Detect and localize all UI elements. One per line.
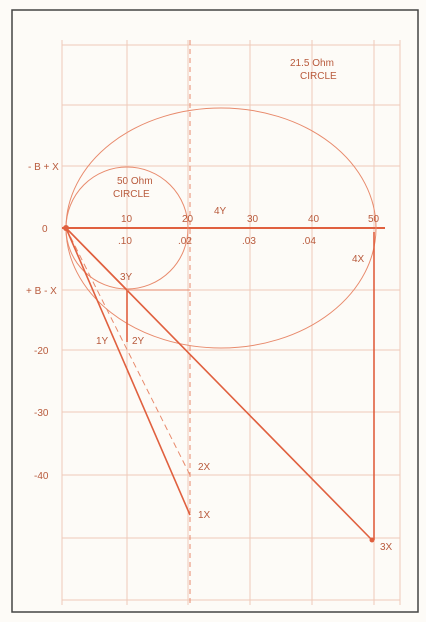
point-label: 2Y: [132, 336, 145, 347]
point-label: 2X: [198, 462, 211, 473]
label: 21.5 Ohm: [290, 58, 334, 69]
y-label: -30: [34, 408, 49, 419]
label: CIRCLE: [300, 71, 337, 82]
point-label: 3Y: [120, 272, 133, 283]
y-label: + B - X: [26, 286, 57, 297]
line-3y: [65, 227, 128, 291]
x-label: .03: [242, 236, 256, 247]
label: 50 Ohm: [117, 176, 153, 187]
line-1x: [65, 227, 191, 516]
point-3x: [369, 537, 375, 543]
point-label: 1X: [198, 510, 211, 521]
x-label: .02: [178, 236, 192, 247]
x-label: 10: [121, 214, 133, 225]
line-2x: [65, 227, 191, 476]
x-label: .10: [118, 236, 132, 247]
x-label: 40: [308, 214, 320, 225]
frame: [11, 9, 419, 613]
y-label: -20: [34, 346, 49, 357]
point-label: 1Y: [96, 336, 109, 347]
x-label: 20: [182, 214, 194, 225]
y-label: - B + X: [28, 162, 59, 173]
x-label: 30: [247, 214, 259, 225]
point-label: 3X: [380, 542, 393, 553]
origin: [63, 225, 69, 231]
point-label: 4X: [352, 254, 365, 265]
x-label: .04: [302, 236, 316, 247]
label: CIRCLE: [113, 189, 150, 200]
y-label: -40: [34, 471, 49, 482]
x-label: 50: [368, 214, 380, 225]
point-label: 4Y: [214, 206, 227, 217]
y-label: 0: [42, 224, 48, 235]
